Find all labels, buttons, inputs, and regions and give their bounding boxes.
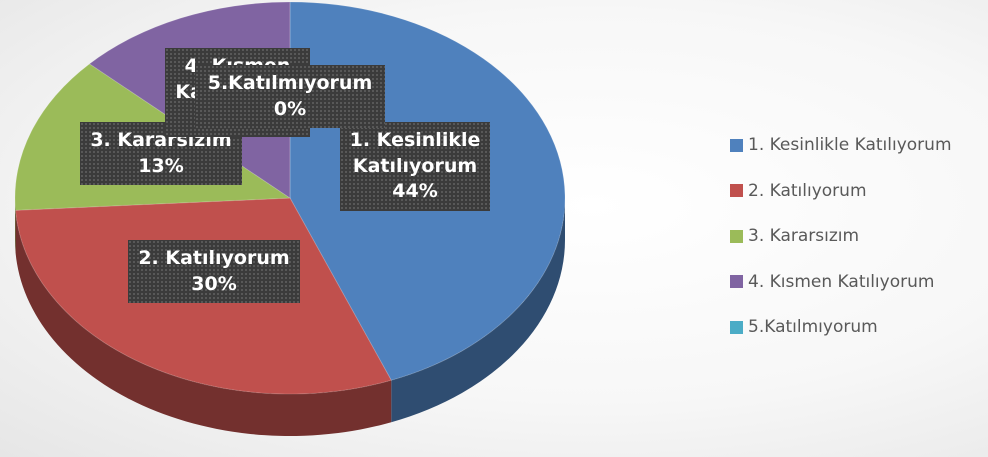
data-label: 1. Kesinlikle Katılıyorum 44% [340,122,490,211]
legend-item: 2. Katılıyorum [730,181,867,201]
legend-label: 1. Kesinlikle Katılıyorum [748,135,952,155]
legend-swatch [730,184,743,197]
data-label-value: 13% [138,154,184,177]
data-label-value: 0% [273,97,307,120]
legend-item: 3. Kararsızım [730,226,859,246]
legend-swatch [730,229,743,243]
slice-side [391,198,565,423]
legend-item: 4. Kısmen Katılıyorum [730,272,934,292]
data-label-category: 2. Katılıyorum [138,247,290,269]
legend-swatch [730,320,743,334]
legend-label: 5.Katılmıyorum [748,317,878,337]
legend-item: 1. Kesinlikle Katılıyorum [730,135,952,155]
legend-item: 5.Katılmıyorum [730,317,878,337]
legend-label: 4. Kısmen Katılıyorum [748,271,935,292]
data-label-category: 5.Katılmıyorum [207,72,373,94]
slice-side [15,210,392,436]
data-label: 2. Katılıyorum 30% [128,240,300,304]
legend-label: 2. Katılıyorum [748,180,867,201]
slice-side [15,198,16,253]
data-label-value: 44% [392,180,438,203]
legend-label: 3. Kararsızım [748,226,860,246]
legend-swatch [730,138,743,152]
legend-swatch [730,275,743,288]
data-label: 5.Katılmıyorum 0% [195,65,385,129]
data-label-value: 30% [191,272,237,295]
data-label-category: 1. Kesinlikle Katılıyorum [349,129,481,177]
